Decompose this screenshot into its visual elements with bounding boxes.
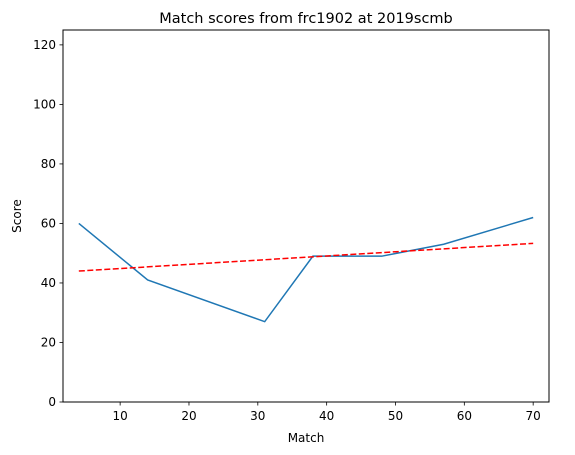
x-tick-label: 10 (112, 409, 127, 423)
x-tick-label: 60 (457, 409, 472, 423)
y-axis-label: Score (10, 199, 24, 233)
y-tick-label: 60 (41, 216, 56, 230)
x-axis: 10 20 30 40 50 60 70 (112, 402, 540, 423)
x-tick-label: 70 (526, 409, 541, 423)
x-axis-label: Match (288, 431, 325, 445)
y-axis: 0 20 40 60 80 100 120 (33, 38, 63, 409)
trend-line (79, 243, 533, 271)
x-tick-label: 50 (388, 409, 403, 423)
y-tick-label: 120 (33, 38, 56, 52)
x-tick-label: 40 (319, 409, 334, 423)
chart-title: Match scores from frc1902 at 2019scmb (159, 11, 453, 27)
y-tick-label: 20 (41, 335, 56, 349)
plot-frame (63, 30, 549, 402)
series-layer (79, 217, 533, 321)
x-tick-label: 20 (181, 409, 196, 423)
x-tick-label: 30 (250, 409, 265, 423)
y-tick-label: 100 (33, 97, 56, 111)
y-tick-label: 0 (48, 395, 56, 409)
score-line (79, 217, 533, 321)
y-tick-label: 40 (41, 276, 56, 290)
y-tick-label: 80 (41, 157, 56, 171)
